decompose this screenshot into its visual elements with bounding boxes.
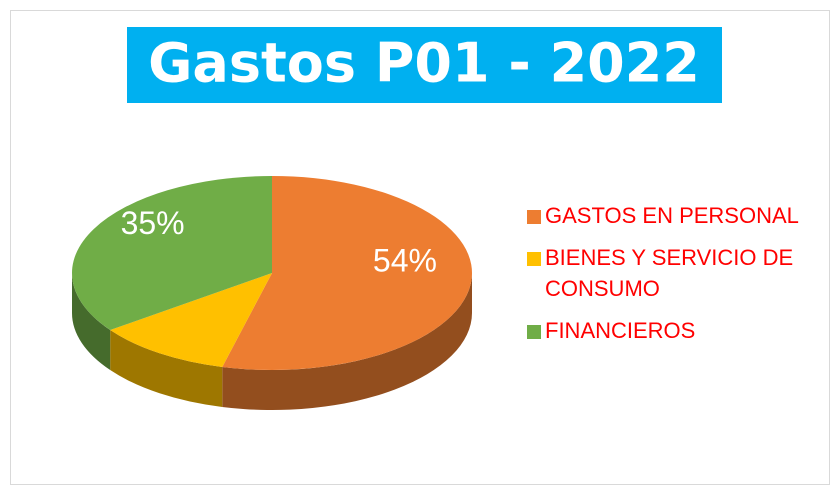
pie-tops — [72, 176, 472, 370]
legend-label: GASTOS EN PERSONAL — [545, 203, 799, 228]
pie-slice-side — [110, 330, 223, 407]
pie-sides — [72, 273, 472, 410]
pie-slice — [110, 273, 273, 367]
legend-label: FINANCIEROS — [545, 318, 695, 343]
legend-label-line: CONSUMO — [545, 276, 660, 301]
legend-label-line: BIENES Y SERVICIO DE — [545, 245, 793, 270]
data-label: 54% — [373, 243, 437, 279]
pie-slice-side — [72, 273, 111, 371]
legend-swatch — [527, 325, 541, 339]
pie-slice — [72, 176, 272, 331]
legend-label-line: GASTOS EN PERSONAL — [545, 203, 799, 228]
title-box — [127, 27, 722, 103]
pie-slice-side — [222, 273, 472, 410]
chart-title: Gastos P01 - 2022 — [148, 32, 700, 95]
legend-label-line: FINANCIEROS — [545, 318, 695, 343]
data-label: 35% — [121, 205, 185, 241]
legend-swatch — [527, 252, 541, 266]
pie-slice — [222, 176, 472, 370]
legend-swatch — [527, 210, 541, 224]
legend-label: BIENES Y SERVICIO DE CONSUMO — [545, 245, 793, 301]
